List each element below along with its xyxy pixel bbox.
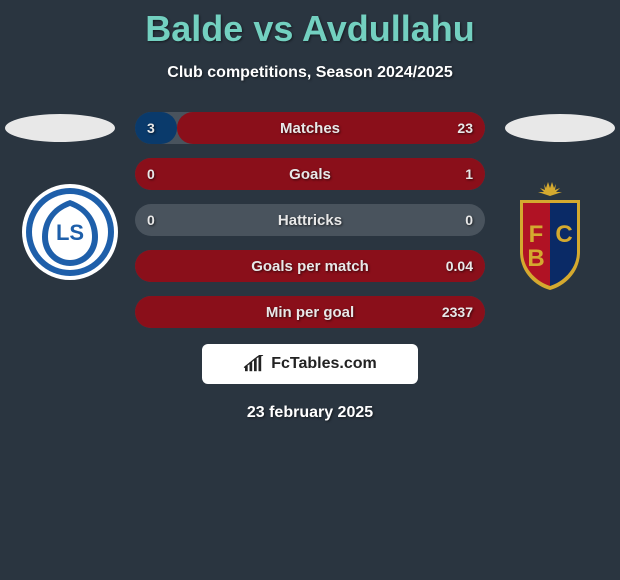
stat-label: Min per goal bbox=[266, 304, 354, 321]
stat-label: Matches bbox=[280, 120, 340, 137]
team-badge-left: LS bbox=[20, 182, 120, 282]
stats-container: LS F B C 3 Matches 23 0 Goals 1 bbox=[0, 112, 620, 328]
brand-badge[interactable]: FcTables.com bbox=[202, 344, 418, 384]
stat-label: Goals bbox=[289, 166, 331, 183]
svg-text:C: C bbox=[555, 221, 572, 248]
stat-value-right: 0.04 bbox=[446, 258, 473, 274]
stat-row: Min per goal 2337 bbox=[135, 296, 485, 328]
stat-value-right: 23 bbox=[457, 120, 473, 136]
stat-row: Goals per match 0.04 bbox=[135, 250, 485, 282]
basel-badge-icon: F B C bbox=[500, 182, 600, 292]
stat-label: Goals per match bbox=[251, 258, 369, 275]
brand-text: FcTables.com bbox=[271, 355, 377, 373]
stat-value-right: 0 bbox=[465, 212, 473, 228]
stat-row: 3 Matches 23 bbox=[135, 112, 485, 144]
stat-value-left: 0 bbox=[147, 166, 155, 182]
stat-label: Hattricks bbox=[278, 212, 342, 229]
svg-text:F: F bbox=[529, 221, 544, 248]
stat-value-left: 0 bbox=[147, 212, 155, 228]
svg-text:LS: LS bbox=[56, 220, 84, 245]
stat-value-left: 3 bbox=[147, 120, 155, 136]
barchart-icon bbox=[243, 355, 265, 373]
page-subtitle: Club competitions, Season 2024/2025 bbox=[0, 64, 620, 82]
lausanne-badge-icon: LS bbox=[20, 182, 120, 282]
stat-row: 0 Goals 1 bbox=[135, 158, 485, 190]
stat-row: 0 Hattricks 0 bbox=[135, 204, 485, 236]
svg-text:B: B bbox=[527, 245, 544, 272]
stat-rows: 3 Matches 23 0 Goals 1 0 Hattricks 0 Goa… bbox=[135, 112, 485, 328]
page-title: Balde vs Avdullahu bbox=[0, 0, 620, 50]
date-text: 23 february 2025 bbox=[0, 404, 620, 422]
player-photo-left-placeholder bbox=[5, 114, 115, 142]
stat-value-right: 2337 bbox=[442, 304, 473, 320]
team-badge-right: F B C bbox=[500, 182, 600, 282]
stat-value-right: 1 bbox=[465, 166, 473, 182]
player-photo-right-placeholder bbox=[505, 114, 615, 142]
stat-bar-left bbox=[135, 112, 177, 144]
